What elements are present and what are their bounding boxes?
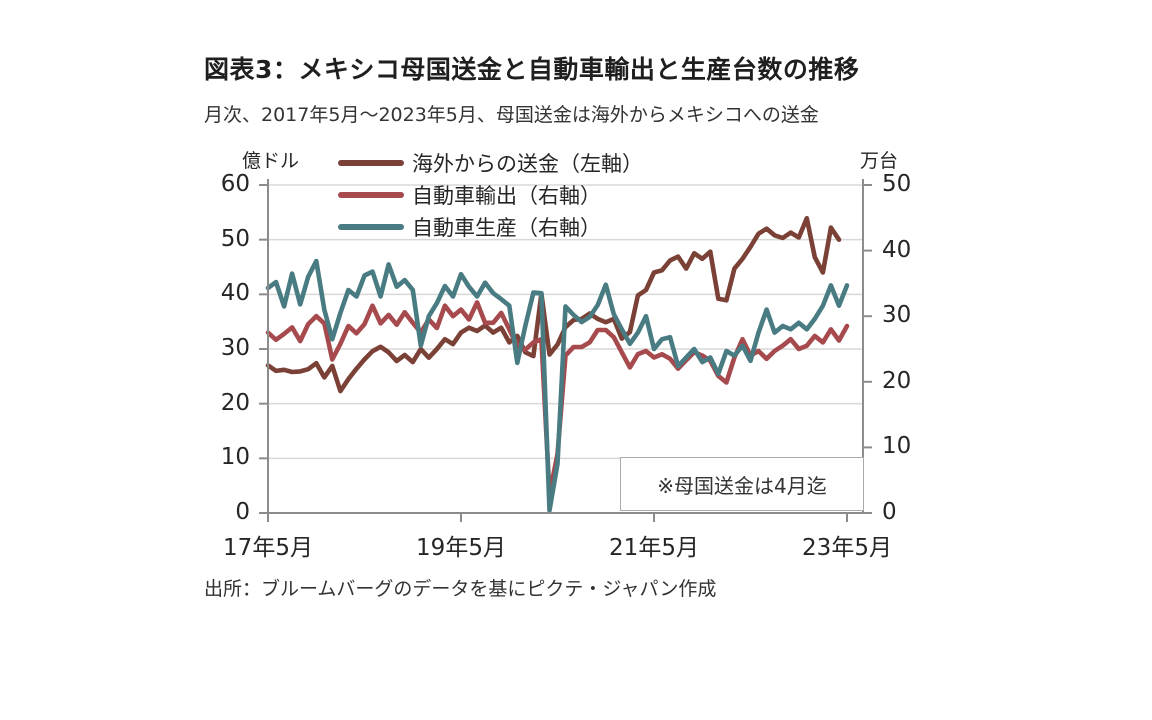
left-axis-tick-label: 0 (235, 499, 250, 525)
legend-label-auto-exports: 自動車輸出（右軸） (412, 184, 601, 208)
left-axis-unit-label: 億ドル (242, 150, 300, 172)
chart-subtitle: 月次、2017年5月～2023年5月、母国送金は海外からメキシコへの送金 (204, 104, 819, 126)
legend-swatch-remittances (338, 160, 404, 166)
legend-item-auto-production: 自動車生産（右軸） (338, 211, 643, 243)
left-axis-tick-label: 20 (220, 389, 250, 416)
legend-label-auto-production: 自動車生産（右軸） (412, 216, 601, 240)
chart-title: 図表3：メキシコ母国送金と自動車輸出と生産台数の推移 (204, 55, 860, 84)
right-axis-tick-label: 40 (882, 236, 912, 263)
right-axis-tick-label: 50 (882, 171, 912, 197)
left-axis-tick-label: 50 (220, 225, 250, 252)
right-axis-tick-label: 20 (882, 367, 912, 394)
right-axis-tick-label: 10 (882, 433, 912, 460)
legend: 海外からの送金（左軸） 自動車輸出（右軸） 自動車生産（右軸） (338, 147, 643, 243)
left-axis-tick-label: 30 (220, 335, 250, 361)
left-axis-tick-label: 60 (220, 171, 250, 197)
series-line-0 (265, 216, 842, 394)
annotation-box: ※母国送金は4月迄 (620, 457, 864, 511)
x-axis-tick-label: 21年5月 (609, 535, 699, 561)
annotation-text: ※母国送金は4月迄 (657, 473, 827, 498)
source-note: 出所：ブルームバーグのデータを基にピクテ・ジャパン作成 (204, 578, 717, 600)
right-axis-tick-label: 0 (882, 499, 897, 525)
left-axis-tick-label: 10 (220, 444, 250, 471)
x-axis-tick-label: 17年5月 (223, 535, 313, 561)
legend-item-remittances: 海外からの送金（左軸） (338, 147, 643, 179)
left-axis-tick-label: 40 (220, 280, 250, 307)
legend-item-auto-exports: 自動車輸出（右軸） (338, 179, 643, 211)
right-axis-unit-label: 万台 (859, 150, 898, 172)
legend-label-remittances: 海外からの送金（左軸） (412, 152, 643, 176)
x-axis-tick-label: 19年5月 (416, 535, 506, 561)
series-line-2 (265, 258, 850, 513)
right-axis-tick-label: 30 (882, 302, 912, 329)
x-axis-tick-label: 23年5月 (802, 535, 892, 561)
legend-swatch-auto-production (338, 224, 404, 230)
legend-swatch-auto-exports (338, 192, 404, 198)
